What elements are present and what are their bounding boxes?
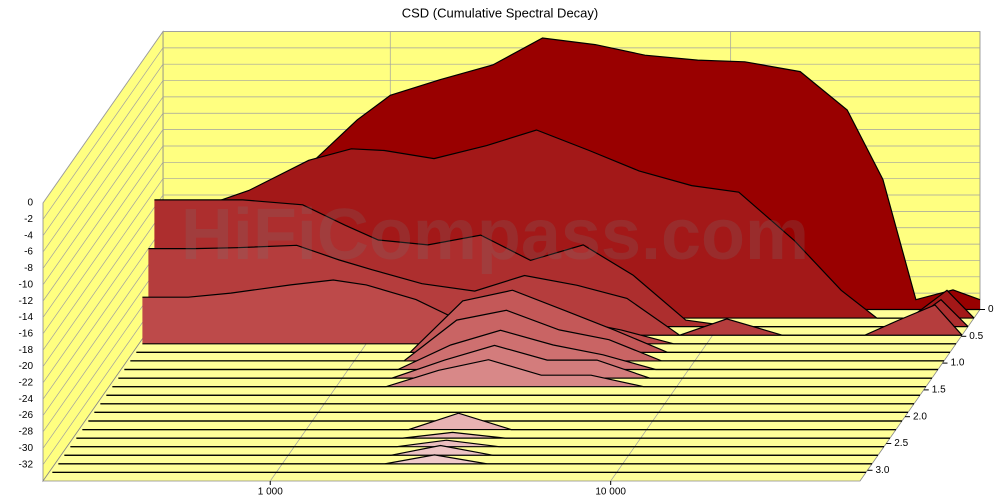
y-tick-label: -4 xyxy=(24,230,33,241)
y-tick-label: -18 xyxy=(19,345,34,356)
y-tick-label: -24 xyxy=(19,394,34,405)
y-tick-label: -6 xyxy=(24,247,33,258)
y-tick-label: -16 xyxy=(19,328,34,339)
y-tick-label: -14 xyxy=(19,312,34,323)
y-tick-label: -20 xyxy=(19,361,34,372)
z-tick-label: 1.5 xyxy=(932,385,946,396)
y-tick-label: -2 xyxy=(24,214,33,225)
y-tick-label: -22 xyxy=(19,378,34,389)
watermark: HiFiCompass.com xyxy=(181,195,809,275)
y-tick-label: -12 xyxy=(19,296,34,307)
x-tick-label: 10 000 xyxy=(595,487,626,498)
z-tick-label: 0.5 xyxy=(969,331,983,342)
x-tick-label: 1 000 xyxy=(258,487,283,498)
z-tick-label: 3.0 xyxy=(876,465,890,476)
z-tick-label: 2.5 xyxy=(894,438,908,449)
y-tick-label: -10 xyxy=(19,279,34,290)
y-tick-label: -32 xyxy=(19,459,34,470)
y-tick-label: -26 xyxy=(19,410,34,421)
y-tick-label: -8 xyxy=(24,263,33,274)
z-tick-label: 1.0 xyxy=(951,358,965,369)
y-tick-label: 0 xyxy=(27,198,33,209)
y-tick-label: -28 xyxy=(19,427,34,438)
z-tick-label: 0 xyxy=(988,304,994,315)
chart-title: CSD (Cumulative Spectral Decay) xyxy=(402,5,599,20)
y-tick-label: -30 xyxy=(19,443,34,454)
z-tick-label: 2.0 xyxy=(913,411,927,422)
